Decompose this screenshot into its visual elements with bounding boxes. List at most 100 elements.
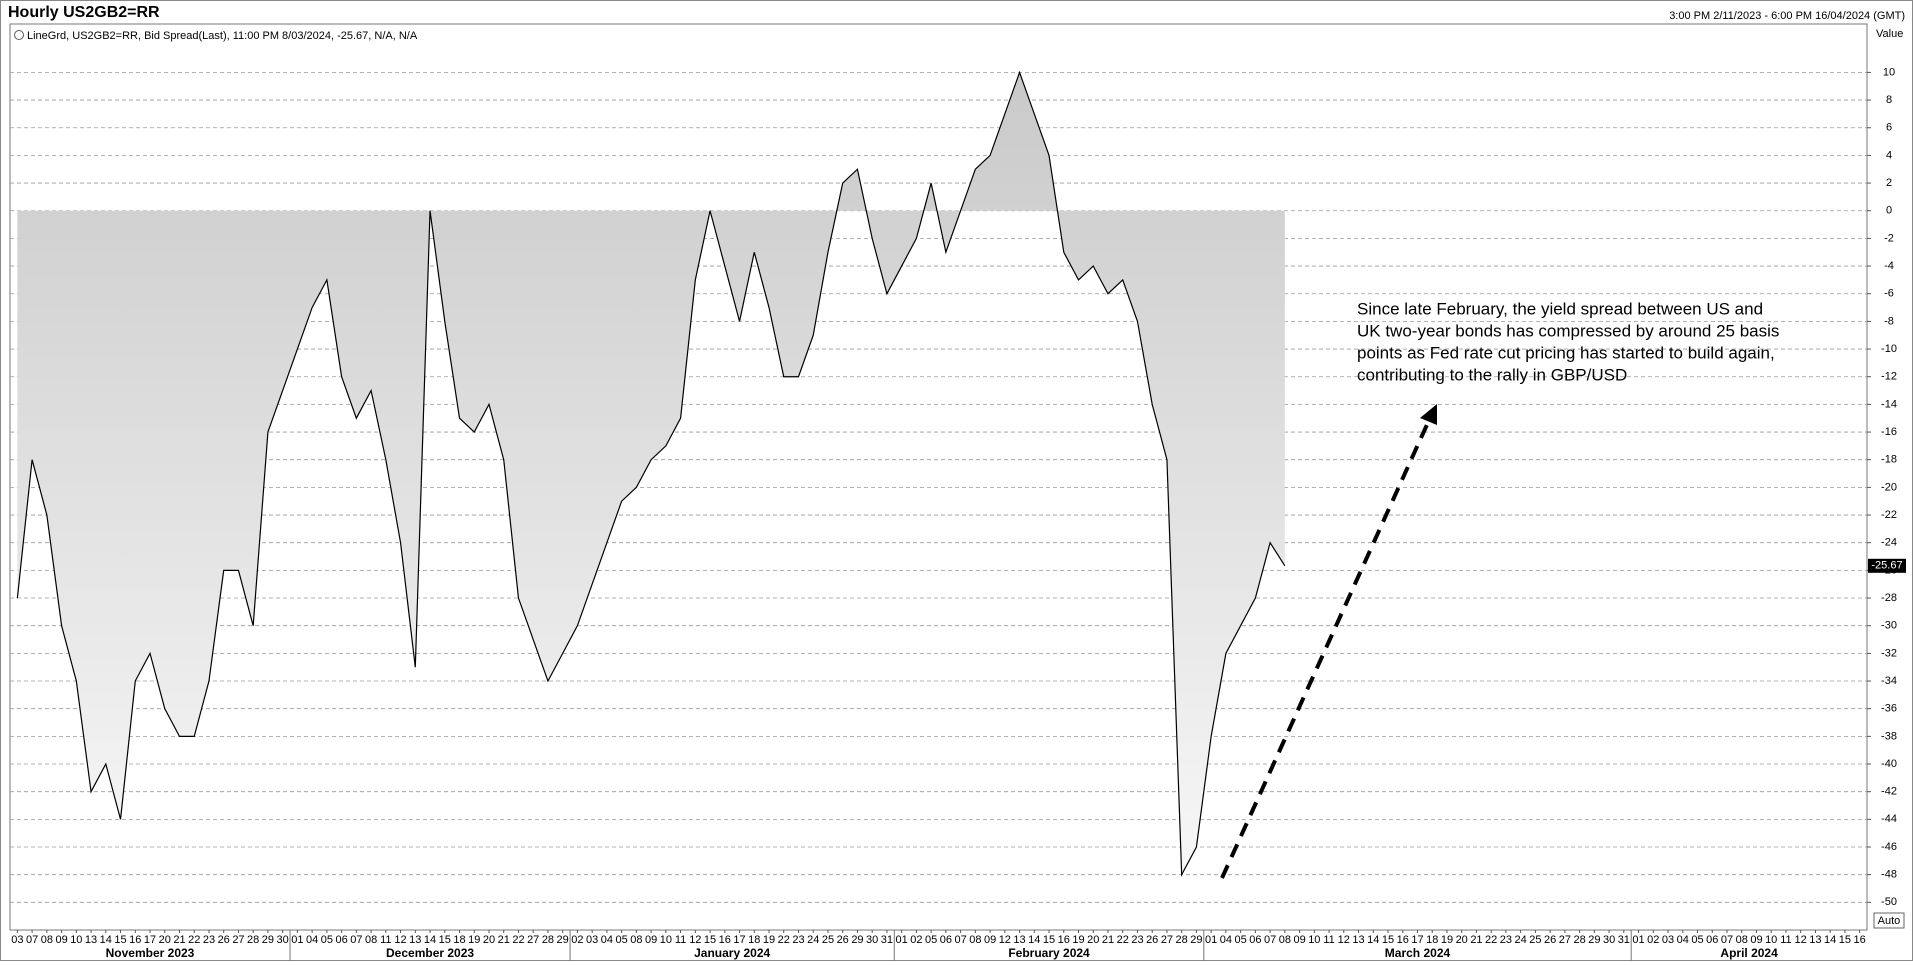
x-tick-label: 23 [1131, 934, 1143, 946]
x-tick-label: 09 [1750, 934, 1762, 946]
x-tick-label: 05 [925, 934, 937, 946]
x-tick-label: 15 [114, 934, 126, 946]
x-tick-label: 08 [41, 934, 53, 946]
x-tick-label: 09 [1293, 934, 1305, 946]
y-tick-label: -48 [1881, 869, 1897, 881]
x-tick-label: 26 [837, 934, 849, 946]
x-tick-label: 11 [380, 934, 391, 946]
x-tick-label: 12 [1795, 934, 1807, 946]
x-tick-label: 16 [1397, 934, 1409, 946]
y-tick-label: -44 [1881, 813, 1897, 825]
x-tick-label: 29 [851, 934, 863, 946]
x-tick-label: 15 [439, 934, 451, 946]
x-tick-label: 29 [557, 934, 569, 946]
auto-scale-button[interactable] [1873, 912, 1905, 929]
auto-scale-label[interactable]: Auto [1878, 915, 1901, 927]
x-tick-label: 23 [1500, 934, 1512, 946]
month-label: March 2024 [1385, 946, 1451, 960]
y-tick-label: -16 [1881, 426, 1897, 438]
y-tick-label: -34 [1881, 675, 1897, 687]
x-tick-label: 09 [55, 934, 67, 946]
arrow-head [1420, 404, 1437, 425]
month-label: February 2024 [1008, 946, 1090, 960]
x-tick-label: 18 [1426, 934, 1438, 946]
x-tick-label: 03 [11, 934, 23, 946]
y-tick-label: -6 [1884, 288, 1894, 300]
x-tick-label: 06 [940, 934, 952, 946]
x-tick-label: 10 [70, 934, 82, 946]
x-tick-label: 16 [1058, 934, 1070, 946]
series-line [16, 70, 1286, 877]
y-tick-label: -46 [1881, 841, 1897, 853]
x-tick-label: 28 [247, 934, 259, 946]
x-tick-label: 12 [689, 934, 701, 946]
x-tick-label: 20 [483, 934, 495, 946]
x-tick-label: 22 [778, 934, 790, 946]
x-tick-label: 07 [1264, 934, 1276, 946]
annotation-line: points as Fed rate cut pricing has start… [1357, 343, 1775, 362]
x-tick-label: 17 [733, 934, 745, 946]
x-tick-label: 14 [424, 934, 436, 946]
x-tick-label: 13 [1013, 934, 1025, 946]
month-label: January 2024 [694, 946, 770, 960]
x-tick-label: 14 [1367, 934, 1379, 946]
y-tick-label: -20 [1881, 481, 1897, 493]
y-tick-label: -18 [1881, 454, 1897, 466]
x-tick-label: 16 [129, 934, 141, 946]
x-tick-label: 04 [1220, 934, 1232, 946]
x-tick-label: 15 [1382, 934, 1394, 946]
x-tick-label: 29 [262, 934, 274, 946]
x-tick-label: 13 [85, 934, 97, 946]
x-tick-label: 16 [719, 934, 731, 946]
trend-arrow [1220, 417, 1432, 879]
y-tick-label: 8 [1886, 94, 1892, 106]
x-tick-label: 05 [1235, 934, 1247, 946]
x-tick-label: 06 [1706, 934, 1718, 946]
x-tick-label: 20 [1456, 934, 1468, 946]
x-tick-label: 13 [409, 934, 421, 946]
x-tick-label: 24 [1515, 934, 1527, 946]
x-tick-label: 25 [822, 934, 834, 946]
x-tick-label: 24 [807, 934, 819, 946]
x-tick-label: 19 [763, 934, 775, 946]
x-tick-label: 19 [1441, 934, 1453, 946]
x-tick-label: 20 [159, 934, 171, 946]
x-tick-label: 01 [1632, 934, 1644, 946]
x-tick-label: 08 [365, 934, 377, 946]
month-label: December 2023 [386, 946, 474, 960]
x-tick-label: 12 [1338, 934, 1350, 946]
x-tick-label: 16 [1854, 934, 1866, 946]
x-tick-label: 22 [1117, 934, 1129, 946]
x-tick-label: 09 [984, 934, 996, 946]
y-tick-label: -40 [1881, 758, 1897, 770]
x-tick-label: 03 [1662, 934, 1674, 946]
x-tick-label: 28 [1176, 934, 1188, 946]
y-tick-label: -2 [1884, 232, 1894, 244]
y-tick-label: 6 [1886, 122, 1892, 134]
x-tick-label: 02 [910, 934, 922, 946]
x-tick-label: 01 [1205, 934, 1217, 946]
x-tick-label: 08 [630, 934, 642, 946]
y-tick-label: -12 [1881, 371, 1897, 383]
y-tick-label: -4 [1884, 260, 1894, 272]
y-tick-label: -38 [1881, 730, 1897, 742]
x-tick-label: 30 [1603, 934, 1615, 946]
legend-icon[interactable] [14, 30, 24, 40]
x-tick-label: 08 [969, 934, 981, 946]
x-tick-label: 27 [1559, 934, 1571, 946]
x-tick-label: 13 [1352, 934, 1364, 946]
x-tick-label: 31 [881, 934, 893, 946]
y-tick-label: -22 [1881, 509, 1897, 521]
x-tick-label: 22 [512, 934, 524, 946]
month-label: November 2023 [106, 946, 195, 960]
y-tick-label: -8 [1884, 315, 1894, 327]
x-tick-label: 04 [1677, 934, 1689, 946]
x-tick-label: 07 [26, 934, 38, 946]
x-tick-label: 05 [1691, 934, 1703, 946]
month-label: April 2024 [1720, 946, 1778, 960]
y-tick-label: 4 [1886, 149, 1892, 161]
x-tick-label: 18 [748, 934, 760, 946]
y-axis-title: Value [1876, 28, 1903, 40]
